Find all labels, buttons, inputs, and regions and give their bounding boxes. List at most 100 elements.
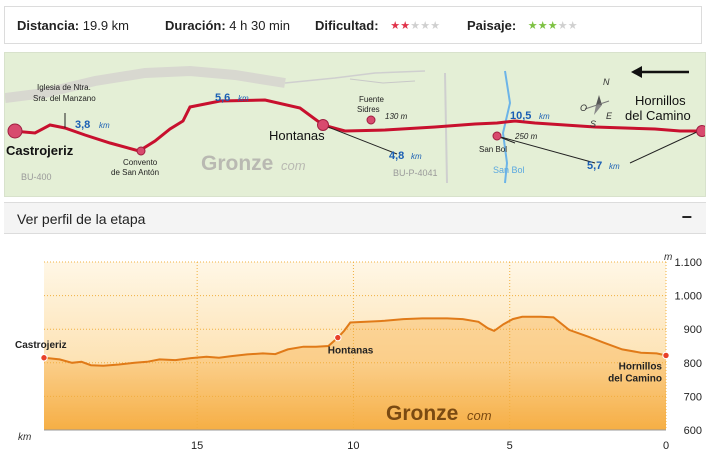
- difficulty-label: Dificultad:: [315, 18, 379, 33]
- toggle-profile-bar[interactable]: Ver perfil de la etapa −: [4, 202, 706, 234]
- difficulty-star: ★: [400, 19, 411, 32]
- duration-stat: Duración: 4 h 30 min: [165, 18, 290, 33]
- church-label-2: Sra. del Manzano: [33, 94, 96, 103]
- landscape-star: ★: [537, 19, 548, 32]
- hontanas-profile-label: Hontanas: [328, 346, 374, 357]
- x-tick-label: 5: [507, 440, 513, 452]
- landscape-star: ★: [527, 19, 538, 32]
- y-tick-label: 700: [684, 391, 702, 403]
- segment-unit-5: km: [609, 162, 620, 171]
- sanbol-distance: 250 m: [514, 132, 538, 141]
- x-axis-unit: km: [18, 432, 31, 443]
- segment-unit-4: km: [539, 112, 550, 121]
- y-tick-label: 800: [684, 358, 702, 370]
- distance-line-sanbol: [496, 135, 596, 164]
- compass-e: E: [606, 111, 613, 121]
- castrojeriz-marker[interactable]: [7, 123, 23, 139]
- castrojeriz-profile-label: Castrojeriz: [15, 340, 67, 351]
- elevation-line: [43, 315, 667, 367]
- stage-stats-bar: Distancia: 19.9 km Duración: 4 h 30 min …: [4, 6, 702, 44]
- compass-n: N: [603, 77, 610, 87]
- gronze-watermark-suffix: com: [281, 158, 306, 173]
- convento-label-2: de San Antón: [111, 168, 159, 177]
- x-tick-label: 0: [663, 440, 669, 452]
- river-sanbol: [501, 70, 512, 184]
- difficulty-star: ★: [390, 19, 401, 32]
- road-bup4041: [444, 72, 448, 184]
- segment-unit-1: km: [99, 121, 110, 130]
- castrojeriz-label: Castrojeriz: [6, 143, 74, 158]
- elevation-profile: 1.100 1.000 900 800 700 600 15 10 5 0 Castrojeriz…: [4, 236, 706, 473]
- y-tick-label: 1.100: [674, 257, 702, 269]
- gronze-watermark-profile: Gronze: [386, 402, 458, 425]
- hornillos-label-1: Hornillos: [635, 93, 686, 108]
- track-line: [284, 70, 426, 84]
- collapse-icon[interactable]: −: [681, 207, 692, 227]
- duration-value: 4 h 30 min: [229, 18, 290, 33]
- distance-line-hornillos: [629, 130, 700, 164]
- landscape-rating-stars: ★★★★★: [528, 19, 578, 32]
- sanbol-label: San Bol: [479, 145, 507, 154]
- distance-label: Distancia:: [17, 18, 80, 33]
- road-bu400-label: BU-400: [21, 172, 52, 182]
- segment-distance-3: 4,8: [389, 150, 404, 162]
- landscape-stat: Paisaje: ★★★★★: [467, 18, 578, 33]
- path-line: [349, 78, 416, 84]
- difficulty-rating-stars: ★★★★★: [390, 19, 440, 32]
- y-tick-label: 1.000: [674, 291, 702, 303]
- distance-value: 19.9 km: [82, 18, 130, 33]
- elevation-area: [44, 316, 666, 430]
- segment-unit-3: km: [411, 152, 422, 161]
- plot-background: [44, 262, 666, 430]
- segment-unit-2: km: [238, 94, 249, 103]
- gronze-watermark-profile-suffix: com: [467, 408, 492, 423]
- landscape-star: ★: [557, 19, 568, 32]
- x-tick-label: 10: [347, 440, 359, 452]
- segment-distance-4: 10,5: [510, 110, 531, 122]
- river-label: San Bol: [493, 165, 525, 175]
- church-label-1: Iglesia de Ntra.: [37, 83, 91, 92]
- castrojeriz-profile-point[interactable]: [40, 354, 48, 362]
- hontanas-marker[interactable]: [317, 119, 329, 131]
- hornillos-profile-label-2: del Camino: [608, 373, 662, 384]
- route-line: [11, 98, 701, 153]
- landscape-star: ★: [567, 19, 578, 32]
- hornillos-label-2: del Camino: [625, 108, 691, 123]
- elevation-chart: 1.100 1.000 900 800 700 600 15 10 5 0 Castrojeriz…: [15, 252, 702, 452]
- y-axis-unit: m: [664, 252, 672, 263]
- road-bup4041-label: BU-P-4041: [393, 168, 438, 178]
- y-tick-label: 600: [684, 425, 702, 437]
- toggle-profile-label[interactable]: Ver perfil de la etapa: [17, 211, 146, 227]
- convento-label-1: Convento: [123, 158, 158, 167]
- convento-marker[interactable]: [136, 146, 146, 156]
- landscape-label: Paisaje:: [467, 18, 517, 33]
- duration-label: Duración:: [165, 18, 226, 33]
- segment-distance-2: 5,6: [215, 92, 230, 104]
- difficulty-star: ★: [420, 19, 431, 32]
- stage-map[interactable]: N O E S Castrojeriz Hontanas Hornillos d…: [4, 52, 706, 197]
- fuente-distance: 130 m: [385, 112, 408, 121]
- hornillos-profile-point[interactable]: [662, 351, 670, 360]
- landscape-star: ★: [547, 19, 558, 32]
- compass-o: O: [580, 103, 587, 113]
- sanbol-marker[interactable]: [492, 131, 502, 141]
- fuente-marker[interactable]: [366, 115, 376, 125]
- route-map-svg: N O E S Castrojeriz Hontanas Hornillos d…: [5, 65, 706, 184]
- difficulty-star: ★: [430, 19, 441, 32]
- difficulty-stat: Dificultad: ★★★★★: [315, 18, 440, 33]
- fuente-label-2: Sidres: [357, 105, 380, 114]
- gronze-watermark: Gronze: [201, 152, 273, 175]
- hornillos-profile-label-1: Hornillos: [619, 361, 663, 372]
- difficulty-star: ★: [410, 19, 421, 32]
- distance-stat: Distancia: 19.9 km: [17, 18, 129, 33]
- arrowhead-icon: [631, 66, 642, 78]
- road-bu400: [5, 65, 286, 103]
- hontanas-profile-point[interactable]: [334, 333, 342, 342]
- distance-line-hontanas: [322, 124, 398, 155]
- hornillos-marker[interactable]: [696, 125, 706, 137]
- segment-distance-5: 5,7: [587, 160, 602, 172]
- hontanas-label: Hontanas: [269, 128, 325, 143]
- segment-distance-1: 3,8: [75, 119, 90, 131]
- y-tick-label: 900: [684, 324, 702, 336]
